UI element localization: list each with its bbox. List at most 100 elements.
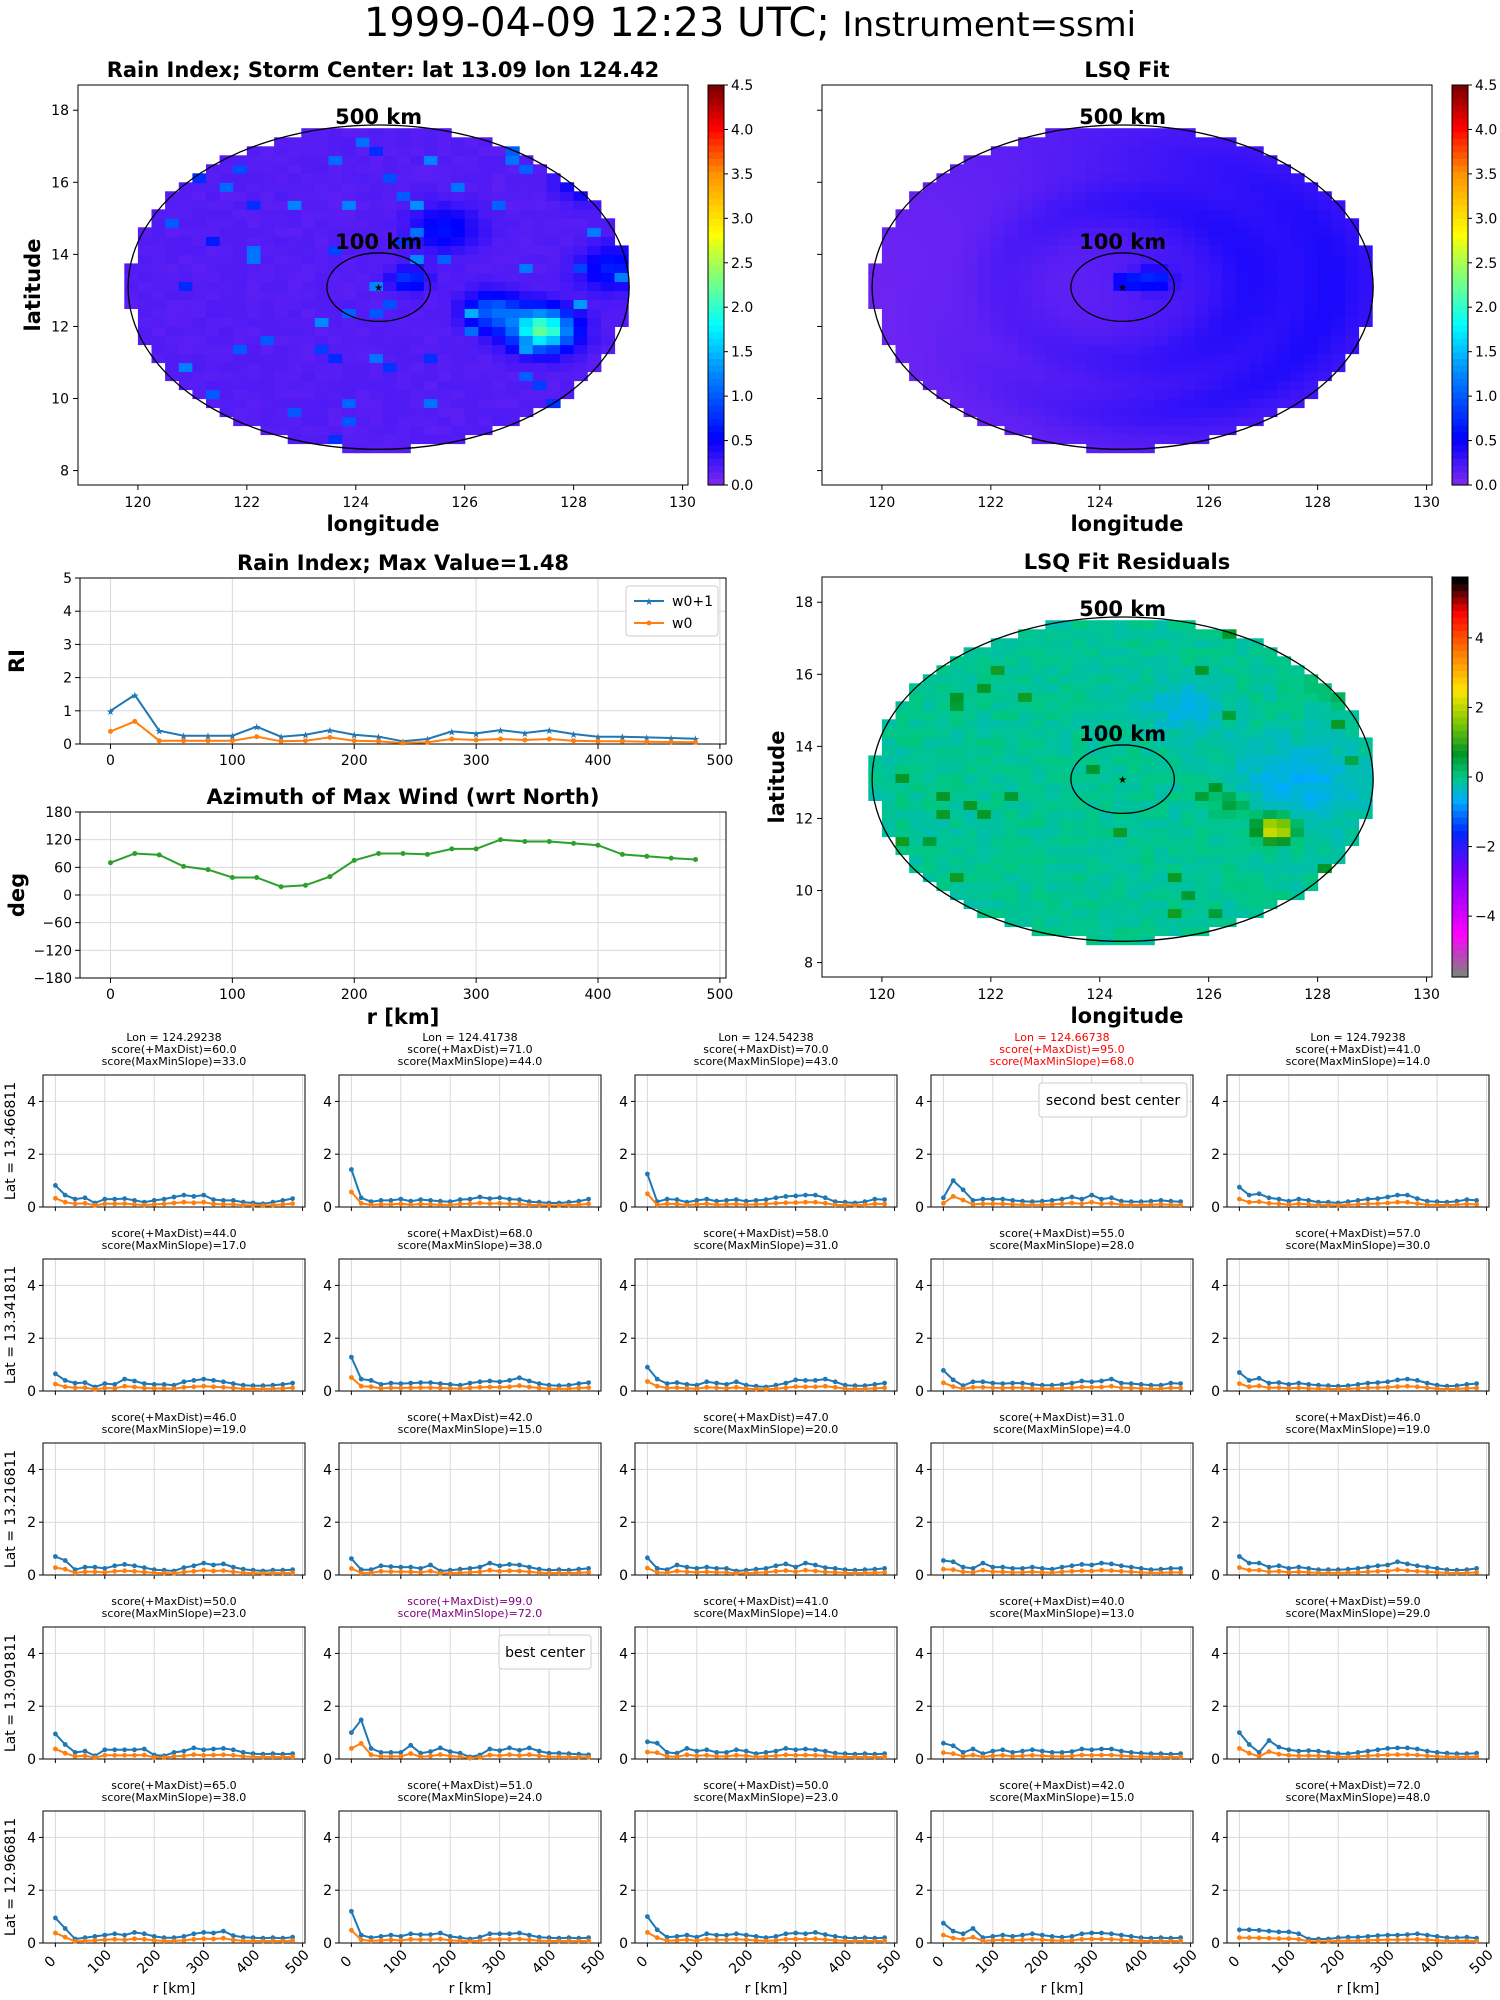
field-cell bbox=[1031, 629, 1046, 639]
series-point bbox=[793, 1569, 799, 1575]
field-cell bbox=[219, 380, 234, 391]
field-cell bbox=[922, 263, 937, 273]
field-cell bbox=[1290, 728, 1305, 738]
series-point bbox=[191, 1745, 197, 1751]
figure-title: 1999-04-09 12:23 UTC; Instrument=ssmi bbox=[0, 0, 1500, 48]
field-cell bbox=[1045, 629, 1060, 639]
field-cell bbox=[328, 362, 343, 373]
axes-frame bbox=[79, 811, 727, 979]
field-cell bbox=[1018, 281, 1033, 291]
field-cell bbox=[977, 728, 992, 738]
field-cell bbox=[1331, 317, 1346, 327]
series-point bbox=[1355, 1202, 1361, 1207]
series-point bbox=[694, 1198, 700, 1203]
field-cell bbox=[560, 209, 575, 219]
field-cell bbox=[1018, 719, 1033, 729]
y-tick-label: 4 bbox=[619, 1094, 628, 1110]
field-cell bbox=[464, 227, 479, 237]
series-point bbox=[151, 1570, 157, 1576]
field-cell bbox=[1181, 155, 1196, 165]
series-point bbox=[53, 1565, 58, 1570]
field-cell bbox=[1181, 827, 1196, 838]
series-point bbox=[1395, 1567, 1400, 1573]
series-point bbox=[151, 1382, 157, 1387]
field-cell bbox=[922, 692, 937, 702]
field-cell bbox=[1208, 683, 1223, 693]
field-cell bbox=[1235, 389, 1251, 400]
field-cell bbox=[219, 407, 234, 418]
series-point bbox=[1345, 1566, 1351, 1572]
series-point bbox=[960, 1564, 966, 1570]
y-tick-label: 0 bbox=[619, 1384, 628, 1400]
series-point bbox=[122, 1562, 127, 1567]
field-cell bbox=[1086, 290, 1101, 300]
field-cell bbox=[1167, 407, 1182, 418]
series-point bbox=[290, 1380, 295, 1386]
field-cell bbox=[1276, 818, 1291, 828]
field-cell bbox=[1031, 647, 1046, 657]
colorbar-cell bbox=[1452, 657, 1468, 665]
field-cell bbox=[1167, 692, 1182, 702]
field-cell bbox=[963, 290, 978, 300]
field-cell bbox=[950, 800, 965, 810]
field-cell bbox=[1317, 800, 1332, 810]
field-cell bbox=[1086, 407, 1101, 418]
x-axis-label: longitude bbox=[1070, 512, 1183, 536]
field-cell bbox=[519, 380, 534, 391]
field-cell bbox=[881, 326, 897, 336]
series-point bbox=[684, 1386, 690, 1391]
field-cell bbox=[1154, 308, 1169, 318]
series-point bbox=[358, 1200, 364, 1206]
field-cell bbox=[1304, 326, 1319, 336]
field-cell bbox=[1127, 236, 1142, 246]
field-cell bbox=[1195, 854, 1210, 865]
series-point bbox=[970, 1384, 976, 1390]
field-cell bbox=[396, 362, 411, 373]
colorbar-cell bbox=[708, 411, 724, 419]
field-cell bbox=[1208, 425, 1223, 436]
field-cell bbox=[950, 665, 965, 675]
field-cell bbox=[505, 371, 520, 382]
field-cell bbox=[1195, 656, 1210, 666]
series-point bbox=[704, 1379, 710, 1385]
field-cell bbox=[1113, 683, 1128, 693]
field-cell bbox=[546, 272, 561, 282]
field-cell bbox=[1304, 299, 1319, 309]
field-cell bbox=[560, 290, 575, 300]
field-cell bbox=[274, 425, 289, 436]
field-cell bbox=[342, 416, 357, 427]
field-cell bbox=[1086, 863, 1101, 874]
field-cell bbox=[1031, 791, 1046, 801]
field-cell bbox=[1113, 908, 1128, 919]
field-cell bbox=[1154, 926, 1169, 937]
field-cell bbox=[990, 371, 1005, 382]
field-cell bbox=[396, 371, 411, 382]
score-maxdist-label: score(+MaxDist)=41.0 bbox=[703, 1595, 828, 1608]
field-cell bbox=[1154, 638, 1169, 648]
field-cell bbox=[1317, 218, 1332, 228]
field-cell bbox=[206, 371, 221, 382]
field-cell bbox=[165, 308, 180, 318]
field-cell bbox=[1031, 836, 1046, 847]
series-point bbox=[428, 1202, 433, 1207]
field-cell bbox=[977, 209, 992, 219]
field-cell bbox=[1072, 434, 1087, 445]
series-point bbox=[793, 1564, 799, 1570]
series-point bbox=[990, 1385, 996, 1391]
field-cell bbox=[1004, 164, 1019, 174]
field-cell bbox=[1195, 818, 1210, 828]
field-cell bbox=[1195, 227, 1210, 237]
series-point bbox=[753, 1202, 759, 1207]
field-cell bbox=[1127, 407, 1142, 418]
series-point bbox=[1385, 1562, 1391, 1568]
field-cell bbox=[1127, 854, 1142, 865]
field-cell bbox=[1222, 854, 1237, 865]
field-cell bbox=[1195, 209, 1210, 219]
field-cell bbox=[909, 755, 924, 765]
colorbar-cell bbox=[708, 338, 724, 346]
series-point bbox=[161, 1755, 167, 1761]
series-point bbox=[62, 1192, 68, 1198]
field-cell bbox=[1018, 155, 1033, 165]
field-cell bbox=[1290, 755, 1305, 765]
field-cell bbox=[990, 236, 1005, 246]
